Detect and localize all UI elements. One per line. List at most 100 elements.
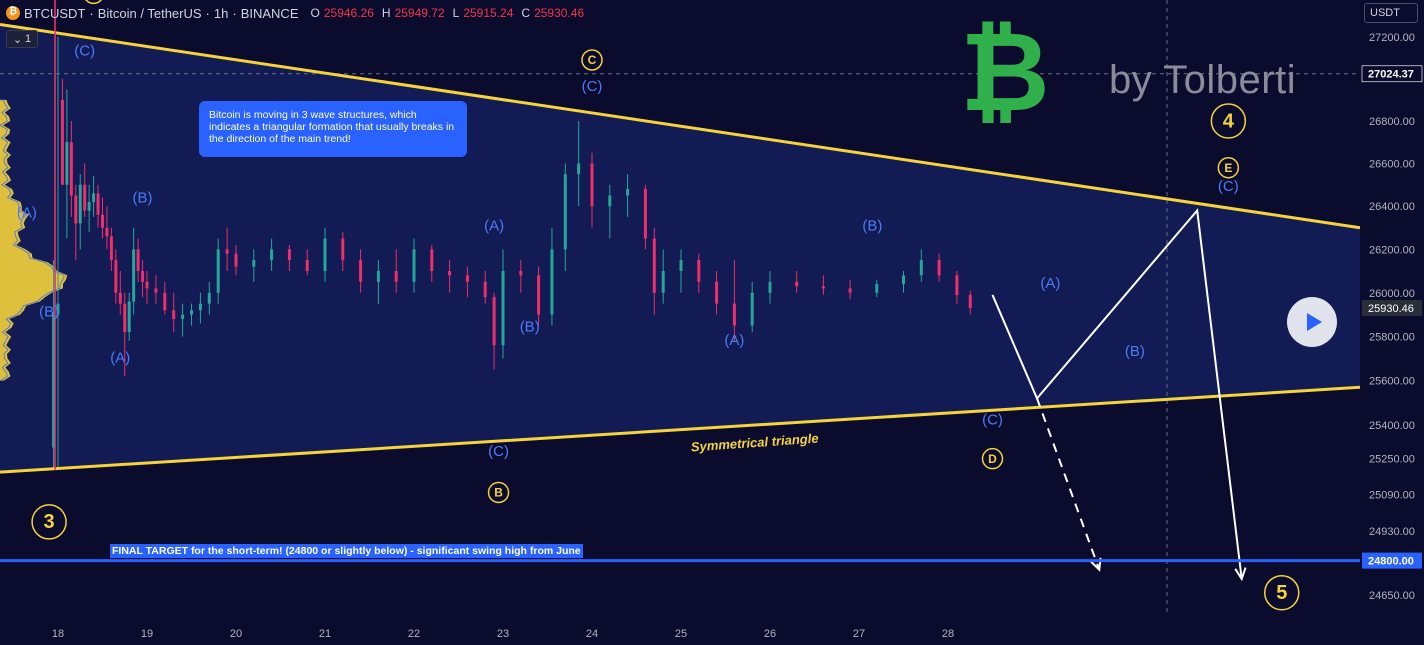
candle-body	[955, 275, 959, 295]
wave-label-circle	[85, 0, 103, 5]
price-tick-label: 26000.00	[1369, 288, 1415, 300]
candle-body	[430, 249, 434, 272]
candle-body	[448, 271, 452, 276]
target-label[interactable]: FINAL TARGET for the short-term! (24800 …	[110, 544, 583, 558]
time-tick-label: 26	[764, 628, 776, 640]
high-key: H	[381, 6, 391, 20]
candle-body	[750, 292, 754, 326]
candle-body	[643, 189, 647, 239]
candle-body	[69, 142, 73, 196]
wave-label-blue: (C)	[982, 412, 1003, 429]
time-tick-label: 27	[853, 628, 865, 640]
indicator-count: 1	[25, 33, 32, 45]
currency-selector[interactable]: USDT	[1364, 3, 1418, 23]
candle-body	[287, 249, 291, 261]
wave-label-blue: (A)	[484, 218, 504, 235]
wave-label-yellow: 4	[1223, 110, 1235, 132]
symbol-header: BTCUSDT · Bitcoin / TetherUS · 1h · BINA…	[6, 4, 584, 22]
candle-body	[937, 260, 941, 276]
price-tick-label: 26400.00	[1369, 201, 1415, 213]
callout-bubble[interactable]: Bitcoin is moving in 3 wave structures, …	[199, 101, 467, 157]
candle-body	[127, 301, 131, 333]
candle-body	[563, 174, 567, 250]
time-axis: 18 19 20 21 22 23 24 25 26 27 28	[52, 628, 954, 640]
high-value: 25949.72	[394, 6, 445, 20]
candle-body	[225, 249, 229, 254]
play-icon[interactable]	[1287, 297, 1337, 347]
candle-body	[109, 236, 113, 261]
wave-labels: (C) (A) (B) (B) (A) (A) (B) (C) (C) (A) (B) (A) (B) (…	[17, 0, 1300, 611]
close-key: C	[521, 6, 531, 20]
candle-body	[519, 271, 523, 276]
candle-body	[550, 249, 554, 315]
volume-profile-outline	[0, 99, 65, 382]
wave-label-blue: (C)	[488, 443, 509, 460]
wave-label-blue: (B)	[1125, 343, 1145, 360]
wave-label-circle	[581, 49, 603, 71]
time-tick-label: 23	[497, 628, 509, 640]
wave-label-blue: (B)	[862, 218, 882, 235]
candle-body	[323, 238, 327, 272]
time-tick-label: 18	[52, 628, 64, 640]
price-label-text: 27024.37	[1368, 69, 1414, 81]
price-label-box	[1362, 299, 1422, 316]
candle-body	[359, 260, 363, 282]
candle-body	[207, 292, 211, 304]
candles	[52, 37, 972, 470]
symbol-name: Bitcoin / TetherUS	[97, 5, 202, 21]
price-tick-label: 26800.00	[1369, 116, 1415, 128]
wave-label-blue: (B)	[520, 319, 540, 336]
wave-label-blue: (C)	[582, 78, 603, 95]
candle-body	[697, 260, 701, 282]
candle-body	[198, 303, 202, 311]
candle-body	[768, 281, 772, 293]
candle-body	[465, 275, 469, 282]
candle-body	[74, 195, 78, 224]
candle-body	[661, 271, 665, 293]
price-tick-label: 25400.00	[1369, 420, 1415, 432]
candle-body	[483, 281, 487, 298]
candle-body	[376, 271, 380, 282]
crosshair-lines	[0, 0, 1360, 615]
triangle-label: Symmetrical triangle	[690, 431, 819, 455]
candle-body	[715, 281, 719, 304]
candle-body	[270, 249, 274, 261]
candle-body	[101, 214, 104, 228]
wave-label-yellow: B	[494, 486, 503, 500]
candle-body	[132, 249, 136, 302]
price-axis-bg	[1360, 0, 1424, 645]
candle-body	[87, 201, 91, 211]
candle-body	[732, 303, 736, 326]
interval-label[interactable]: 1h	[213, 5, 229, 21]
wave-label-yellow: E	[1224, 161, 1232, 175]
price-tick-label: 26600.00	[1369, 158, 1415, 170]
price-tick-label: 25090.00	[1369, 490, 1415, 502]
wave-label-blue: (A)	[724, 332, 744, 349]
candle-body	[795, 281, 799, 287]
candle-body	[412, 249, 416, 282]
wave-label-circle	[1264, 574, 1300, 611]
symbol-ticker[interactable]: BTCUSDT	[24, 5, 86, 21]
chevron-down-icon: ⌄	[12, 33, 23, 46]
candle-body	[919, 260, 923, 276]
candle-body	[145, 281, 149, 289]
candle-body	[56, 303, 60, 315]
time-tick-label: 25	[675, 628, 687, 640]
candle-body	[902, 275, 905, 285]
exchange-label: BINANCE	[240, 5, 299, 21]
header-separator: ·	[205, 5, 210, 21]
candle-body	[875, 284, 879, 293]
wave-label-blue: (B)	[133, 190, 153, 207]
candle-body	[848, 288, 852, 293]
bitcoin-coin-icon	[6, 6, 20, 20]
symmetrical-triangle-label: Symmetrical triangle	[690, 431, 819, 455]
low-value: 25915.24	[463, 6, 514, 20]
callout-text: Bitcoin is moving in 3 wave structures, …	[209, 109, 455, 145]
candle-body	[190, 310, 193, 315]
indicator-collapse-button[interactable]: ⌄ 1	[6, 30, 38, 48]
time-tick-label: 20	[230, 628, 242, 640]
candle-body	[626, 189, 630, 196]
triangle-lines	[0, 0, 1361, 474]
time-tick-label: 21	[319, 628, 331, 640]
